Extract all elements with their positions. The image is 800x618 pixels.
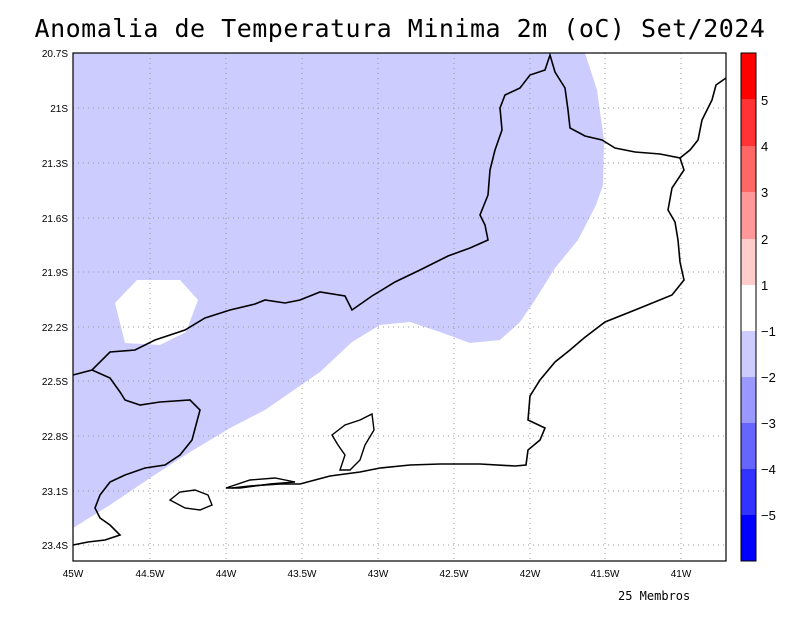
lon-label: 43.5W [288, 569, 317, 580]
coastline-west [72, 369, 201, 546]
lat-label: 22.5S [42, 377, 68, 388]
map-frame [72, 52, 727, 562]
lon-label: 41.5W [591, 569, 620, 580]
map-title: Anomalia de Temperatura Minima 2m (oC) S… [34, 14, 766, 43]
map-plot-area [72, 52, 727, 561]
colorbar-swatch [741, 239, 756, 285]
colorbar-label: 3 [761, 185, 768, 200]
colorbar-label: −3 [761, 416, 776, 431]
state-boundary [72, 52, 685, 489]
colorbar-swatch [741, 469, 756, 515]
lon-label: 45W [63, 569, 84, 580]
colorbar-swatch [741, 423, 756, 469]
lon-label: 42.5W [440, 569, 469, 580]
marambaia-restinga [225, 477, 296, 489]
lat-label: 21.3S [42, 159, 68, 170]
colorbar-swatch [741, 99, 756, 146]
colorbar: 5 4 3 2 1 −1 −2 −3 −4 −5 [740, 52, 776, 562]
guanabara-bay [331, 412, 375, 471]
near-zero-anomaly-hole [115, 280, 198, 345]
lat-label: 21.9S [42, 268, 68, 279]
colorbar-swatch [741, 192, 756, 239]
lat-label: 21.6S [42, 214, 68, 225]
lat-axis: 20.7S 21S 21.3S 21.6S 21.9S 22.2S 22.5S … [42, 49, 68, 552]
lat-label: 20.7S [42, 49, 68, 60]
lon-label: 42W [520, 569, 541, 580]
lat-label: 23.1S [42, 487, 68, 498]
lat-label: 23.4S [42, 541, 68, 552]
lon-label: 44.5W [136, 569, 165, 580]
colorbar-swatch [741, 146, 756, 192]
colorbar-label: −4 [761, 462, 776, 477]
colorbar-label: −1 [761, 324, 776, 339]
colorbar-swatch [741, 377, 756, 423]
lon-label: 44W [216, 569, 237, 580]
colorbar-label: 4 [761, 139, 768, 154]
lon-label: 43W [368, 569, 389, 580]
negative-anomaly-region [73, 53, 604, 528]
lon-label: 41W [671, 569, 692, 580]
lat-label: 21S [50, 104, 68, 115]
colorbar-swatch [741, 285, 756, 331]
colorbar-swatch [741, 331, 756, 377]
colorbar-label: −2 [761, 370, 776, 385]
coastline-northeast [679, 77, 727, 159]
colorbar-border [740, 52, 757, 562]
colorbar-label: 2 [761, 232, 768, 247]
colorbar-label: 1 [761, 278, 768, 293]
lon-axis: 45W 44.5W 44W 43.5W 43W 42.5W 42W 41.5W … [63, 569, 692, 580]
colorbar-swatch [741, 515, 756, 561]
lat-label: 22.2S [42, 323, 68, 334]
colorbar-swatch [741, 53, 756, 99]
colorbar-label: −5 [761, 508, 776, 523]
lat-label: 22.8S [42, 432, 68, 443]
ensemble-footnote: 25 Membros [618, 589, 691, 603]
ilha-grande [168, 489, 213, 511]
colorbar-label: 5 [761, 93, 768, 108]
